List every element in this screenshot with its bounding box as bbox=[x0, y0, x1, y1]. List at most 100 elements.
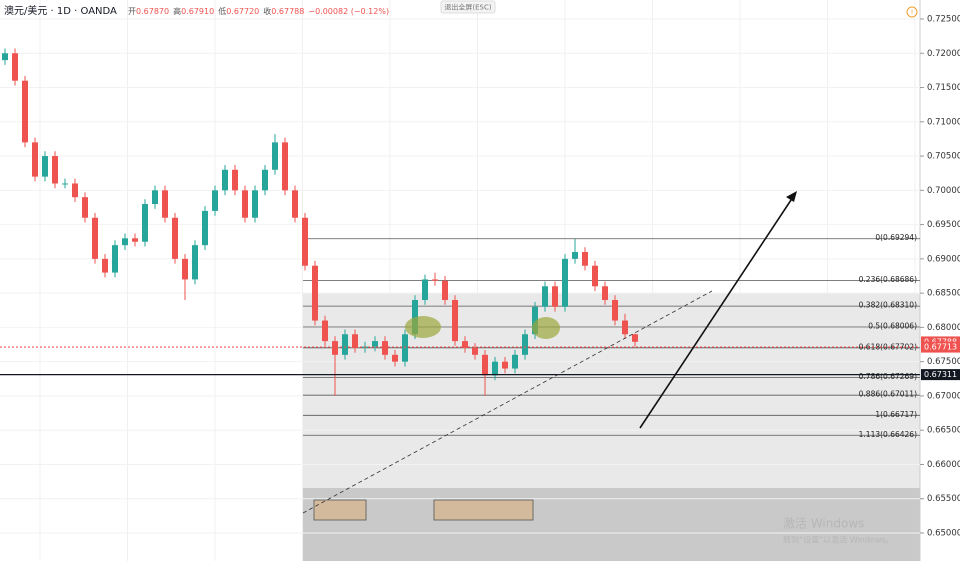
candle-body bbox=[562, 258, 568, 307]
y-tick-label: 0.66000 bbox=[927, 460, 960, 470]
readout-change: −0.00082 (−0.12%) bbox=[308, 7, 389, 16]
exit-fullscreen[interactable] bbox=[440, 0, 496, 14]
price-tag bbox=[921, 369, 960, 381]
fib-label: 0.5(0.68006) bbox=[868, 321, 917, 330]
fib-label: 0(0.69294) bbox=[875, 233, 917, 242]
candle-body bbox=[82, 197, 88, 218]
header: 澳元/美元 · 1D · OANDA 开0.67870 高0.67910 低 0.67… bbox=[4, 4, 389, 17]
candle-body bbox=[52, 156, 58, 184]
candle-body bbox=[222, 169, 228, 191]
candle-body bbox=[502, 361, 508, 369]
readout-label: 收 bbox=[263, 6, 271, 16]
candle-body bbox=[532, 306, 538, 335]
candle-body bbox=[542, 286, 548, 307]
y-tick-label: 0.69500 bbox=[927, 220, 960, 230]
candle-body bbox=[572, 252, 578, 259]
fib-label: 0.382(0.68310) bbox=[859, 301, 917, 310]
fib-label: 0.886(0.67011) bbox=[859, 390, 917, 399]
candle-body bbox=[122, 238, 128, 246]
candle-body bbox=[182, 258, 188, 280]
highlight-ellipse bbox=[532, 317, 560, 339]
candle-body bbox=[352, 334, 358, 348]
y-tick-label: 0.68000 bbox=[927, 323, 960, 333]
candle-body bbox=[42, 156, 48, 177]
candle-body bbox=[342, 334, 348, 355]
arrow-head bbox=[786, 191, 797, 202]
exit-fullscreen-label[interactable]: 退出全屏(ESC) bbox=[444, 3, 491, 12]
candle-body bbox=[622, 320, 628, 335]
fib-label: 0.786(0.67269) bbox=[859, 372, 917, 381]
candle-body bbox=[462, 341, 468, 348]
y-tick-label: 0.68500 bbox=[927, 289, 960, 299]
candle-body bbox=[102, 258, 108, 273]
candle-body bbox=[472, 347, 478, 355]
candle-body bbox=[552, 286, 558, 307]
candle-body bbox=[492, 361, 498, 376]
price-tag bbox=[921, 341, 960, 353]
candle-body bbox=[522, 334, 528, 355]
y-tick-label: 0.65500 bbox=[927, 494, 960, 504]
y-tick-label: 0.71500 bbox=[927, 83, 960, 93]
candle-body bbox=[512, 354, 518, 369]
y-tick-label: 0.67500 bbox=[927, 357, 960, 367]
candle-body bbox=[302, 217, 308, 266]
candle-body bbox=[62, 183, 68, 185]
support-box bbox=[313, 499, 367, 521]
candle-body bbox=[142, 204, 148, 242]
candle-body bbox=[262, 169, 268, 191]
candle-body bbox=[2, 53, 8, 61]
candle-body bbox=[292, 190, 298, 218]
symbol-title: 澳元/美元 · 1D · OANDA bbox=[4, 4, 117, 17]
candle-body bbox=[392, 354, 398, 362]
candle-body bbox=[332, 341, 338, 355]
highlight-ellipse bbox=[405, 316, 441, 338]
candle-body bbox=[402, 334, 408, 362]
readout-value: 0.67870 bbox=[136, 7, 169, 16]
readout-value: 0.67788 bbox=[271, 7, 304, 16]
fib-label: 1(0.66717) bbox=[875, 410, 917, 419]
candle-body bbox=[172, 217, 178, 259]
candle-body bbox=[312, 265, 318, 321]
readout-label: 低 bbox=[218, 6, 226, 16]
candle-body bbox=[372, 341, 378, 347]
ohlc-readout: 开0.67870 高0.67910 低0.67720 收0.67788 −0.00082… bbox=[128, 6, 389, 16]
candle-body bbox=[242, 190, 248, 218]
alert-icon[interactable] bbox=[906, 6, 918, 18]
candle-body bbox=[322, 320, 328, 342]
candle-body bbox=[252, 190, 258, 218]
y-tick-label: 0.70000 bbox=[927, 186, 960, 196]
readout-value: 0.67910 bbox=[181, 7, 214, 16]
candle-body bbox=[92, 217, 98, 259]
candle-body bbox=[452, 299, 458, 342]
candle-body bbox=[192, 245, 198, 280]
readout-label: 高 bbox=[173, 6, 181, 16]
y-tick-label: 0.69000 bbox=[927, 254, 960, 264]
price-tag-label: 0.67311 bbox=[924, 370, 957, 379]
y-tick-label: 0.71000 bbox=[927, 117, 960, 127]
y-axis: 0.72500 0.72000 0.71500 0.71000 0.70500 0.700… bbox=[920, 15, 960, 539]
readout-label: 开 bbox=[128, 7, 136, 16]
candle-body bbox=[582, 252, 588, 266]
support-box bbox=[433, 499, 534, 521]
watermark: 转到“设置”以激活 Windows。 bbox=[783, 535, 894, 545]
y-tick-label: 0.70500 bbox=[927, 152, 960, 162]
candle-body bbox=[612, 299, 618, 321]
candle-body bbox=[602, 286, 608, 300]
candle-body bbox=[632, 334, 638, 342]
y-tick-label: 0.66500 bbox=[927, 426, 960, 436]
candle-body bbox=[112, 245, 118, 273]
candle-body bbox=[32, 142, 38, 177]
candle-body bbox=[72, 183, 78, 198]
candle-body bbox=[152, 190, 158, 205]
candle-body bbox=[202, 210, 208, 246]
candle-body bbox=[432, 279, 438, 281]
y-tick-label: 0.65000 bbox=[927, 529, 960, 539]
candle-body bbox=[422, 279, 428, 300]
candle-body bbox=[12, 53, 18, 81]
candle-body bbox=[282, 142, 288, 191]
candle-body bbox=[212, 190, 218, 211]
alert-icon-mark[interactable]: ! bbox=[911, 9, 914, 17]
candle-body bbox=[482, 354, 488, 376]
candle-body bbox=[22, 80, 28, 143]
candle-body bbox=[162, 190, 168, 218]
